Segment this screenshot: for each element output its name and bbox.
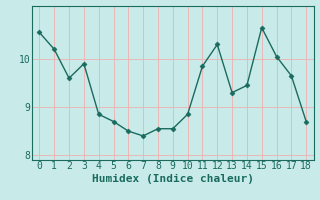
X-axis label: Humidex (Indice chaleur): Humidex (Indice chaleur)	[92, 174, 254, 184]
